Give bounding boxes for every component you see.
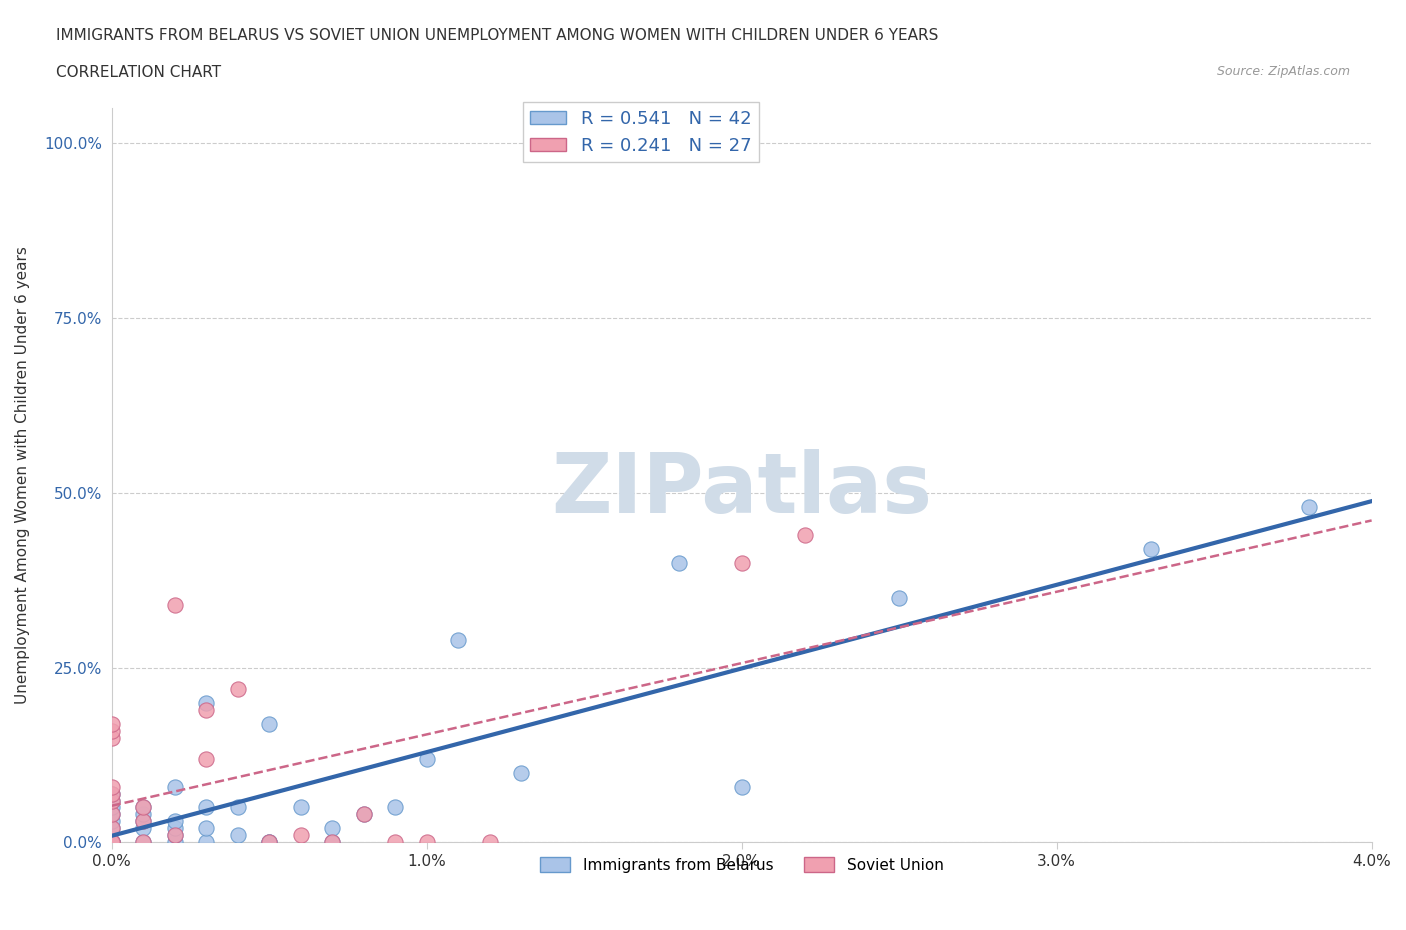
Point bbox=[257, 835, 280, 850]
Point bbox=[730, 555, 752, 570]
Point bbox=[353, 807, 375, 822]
Point bbox=[132, 821, 155, 836]
Point bbox=[132, 835, 155, 850]
Point bbox=[887, 591, 910, 605]
Text: ZIPatlas: ZIPatlas bbox=[551, 449, 932, 530]
Point bbox=[353, 807, 375, 822]
Point bbox=[100, 786, 122, 801]
Point bbox=[100, 835, 122, 850]
Point bbox=[100, 807, 122, 822]
Point bbox=[730, 779, 752, 794]
Point bbox=[195, 821, 218, 836]
Point bbox=[510, 765, 533, 780]
Point bbox=[100, 807, 122, 822]
Legend: Immigrants from Belarus, Soviet Union: Immigrants from Belarus, Soviet Union bbox=[534, 851, 949, 879]
Point bbox=[226, 800, 249, 815]
Point bbox=[163, 814, 186, 829]
Point bbox=[100, 835, 122, 850]
Point bbox=[793, 527, 815, 542]
Point bbox=[163, 821, 186, 836]
Point bbox=[257, 835, 280, 850]
Point bbox=[100, 800, 122, 815]
Point bbox=[195, 751, 218, 766]
Y-axis label: Unemployment Among Women with Children Under 6 years: Unemployment Among Women with Children U… bbox=[15, 246, 30, 704]
Point bbox=[163, 828, 186, 843]
Point bbox=[195, 695, 218, 710]
Point bbox=[132, 814, 155, 829]
Point bbox=[415, 751, 437, 766]
Point bbox=[100, 724, 122, 738]
Point bbox=[100, 814, 122, 829]
Point bbox=[226, 828, 249, 843]
Point bbox=[132, 835, 155, 850]
Point bbox=[132, 814, 155, 829]
Text: CORRELATION CHART: CORRELATION CHART bbox=[56, 65, 221, 80]
Point bbox=[100, 835, 122, 850]
Point bbox=[100, 793, 122, 808]
Point bbox=[384, 800, 406, 815]
Point bbox=[1140, 541, 1163, 556]
Point bbox=[100, 793, 122, 808]
Text: IMMIGRANTS FROM BELARUS VS SOVIET UNION UNEMPLOYMENT AMONG WOMEN WITH CHILDREN U: IMMIGRANTS FROM BELARUS VS SOVIET UNION … bbox=[56, 28, 939, 43]
Point bbox=[257, 835, 280, 850]
Point bbox=[321, 835, 343, 850]
Point bbox=[290, 828, 312, 843]
Point bbox=[100, 835, 122, 850]
Point bbox=[668, 555, 690, 570]
Point bbox=[163, 835, 186, 850]
Point bbox=[478, 835, 501, 850]
Point bbox=[163, 828, 186, 843]
Point bbox=[195, 835, 218, 850]
Point bbox=[226, 681, 249, 696]
Point bbox=[163, 779, 186, 794]
Point bbox=[257, 716, 280, 731]
Point bbox=[100, 730, 122, 745]
Point bbox=[100, 716, 122, 731]
Point bbox=[132, 800, 155, 815]
Text: Source: ZipAtlas.com: Source: ZipAtlas.com bbox=[1216, 65, 1350, 78]
Point bbox=[100, 821, 122, 836]
Point bbox=[321, 821, 343, 836]
Point bbox=[132, 807, 155, 822]
Point bbox=[415, 835, 437, 850]
Point bbox=[1298, 499, 1320, 514]
Point bbox=[100, 779, 122, 794]
Point bbox=[163, 597, 186, 612]
Point bbox=[195, 702, 218, 717]
Point bbox=[321, 835, 343, 850]
Point bbox=[447, 632, 470, 647]
Point bbox=[195, 800, 218, 815]
Point bbox=[100, 835, 122, 850]
Point bbox=[132, 800, 155, 815]
Point bbox=[384, 835, 406, 850]
Point bbox=[100, 821, 122, 836]
Point bbox=[100, 786, 122, 801]
Point bbox=[290, 800, 312, 815]
Point bbox=[100, 835, 122, 850]
